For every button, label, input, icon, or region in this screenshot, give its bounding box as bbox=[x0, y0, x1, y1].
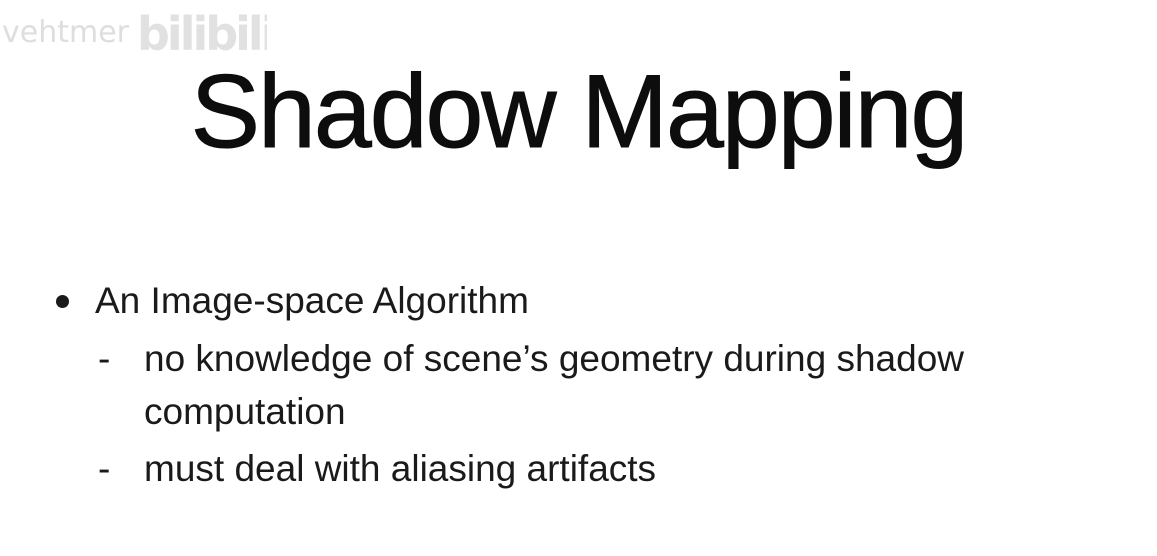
bilibili-logo-text: bilibili bbox=[137, 7, 267, 58]
bullet-dot-icon bbox=[56, 295, 69, 308]
subpoint-text: must deal with aliasing artifacts bbox=[144, 448, 657, 489]
subpoint-dash: - bbox=[98, 448, 111, 489]
bilibili-logo: bilibili bbox=[137, 7, 267, 58]
watermark-username: vehtmer bbox=[2, 15, 130, 50]
watermark: vehtmer bilibili bbox=[2, 2, 267, 58]
subpoint-text-continued: computation bbox=[144, 391, 346, 432]
subpoint-dash: - bbox=[98, 338, 111, 379]
slide-title: Shadow Mapping bbox=[190, 54, 969, 171]
subpoint-text: no knowledge of scene’s geometry during … bbox=[144, 338, 964, 379]
bullet-text: An Image-space Algorithm bbox=[95, 280, 529, 321]
